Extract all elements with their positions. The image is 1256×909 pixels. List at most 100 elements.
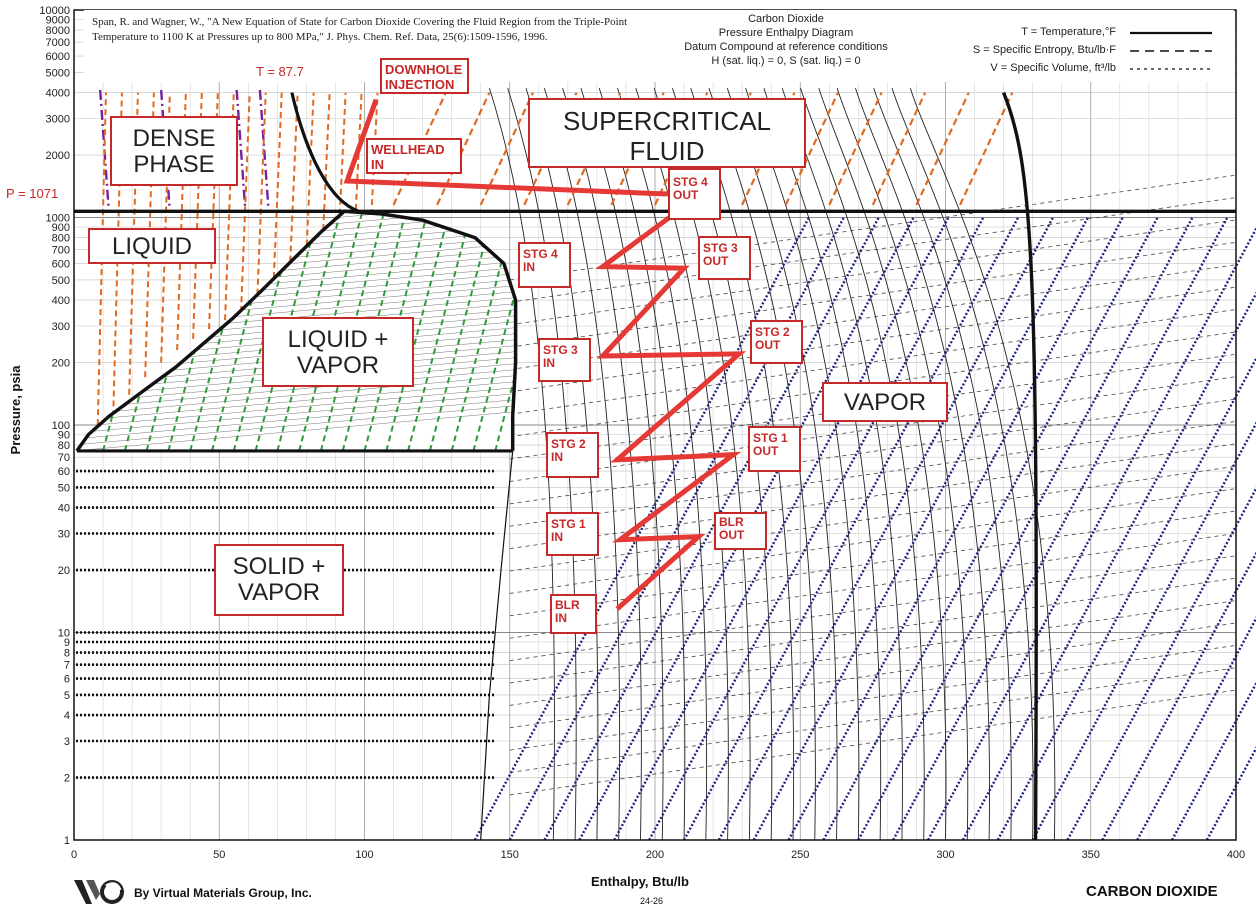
y-tick-label: 7000 [46,37,70,49]
x-tick-label: 300 [936,849,954,861]
label-line: STG 2 [551,437,586,451]
x-tick-label: 0 [71,849,77,861]
y-tick-label: 30 [58,528,70,540]
region-line: SOLID + [232,553,326,580]
region-line: DENSE [132,125,216,152]
label-line: IN [543,356,555,370]
label-line: INJECTION [385,77,455,92]
label-line: OUT [673,188,699,202]
footer-company: By Virtual Materials Group, Inc. [134,886,312,900]
x-axis-title: Enthalpy, Btu/lb [591,874,689,889]
isotherm-curve [855,88,990,841]
label-line: STG 4 [673,175,708,189]
isotherm-curve [836,88,969,841]
legend-item-entropy: S = Specific Entropy, Btu/lb·F [972,44,1116,56]
isochore-line [509,353,1237,460]
y-tick-label: 40 [58,503,70,515]
wet-hatch-line [76,392,516,434]
vmg-logo-icon [74,880,124,904]
label-line: IN [551,450,563,464]
y-tick-label: 70 [58,452,70,464]
saturation-dome-layer [75,209,518,453]
y-tick-label: 20 [58,565,70,577]
isochore-line [509,197,1237,303]
y-tick-label: 1000 [46,213,70,225]
wet-isentrope-line [494,211,516,451]
vapor-isentrope-line [996,356,1256,841]
wet-isentrope-line [450,211,516,451]
isochore-line [509,174,1237,281]
region-liquid-vapor: LIQUID + VAPOR [262,317,414,387]
label-stg3-in: STG 3 IN [538,338,591,382]
label-line: BLR [555,598,580,612]
diagram-title-line: Pressure Enthalpy Diagram [718,27,854,39]
isotherm-curve [488,88,555,841]
y-tick-label: 5000 [46,67,70,79]
vapor-isentrope-line [543,216,880,841]
x-tick-label: 200 [646,849,664,861]
y-tick-label: 400 [52,295,70,307]
isochore-line [509,219,1237,326]
super-isentrope-line [784,92,840,206]
label-line: STG 1 [551,517,586,531]
x-tick-labels: 0 50 100 150 200 250 300 350 400 [71,849,1245,861]
label-line: STG 3 [703,241,738,255]
region-dense-phase: DENSE PHASE [110,116,238,186]
wet-isentrope-line [407,211,473,451]
label-line: WELLHEAD [371,142,445,157]
label-line: OUT [755,338,781,352]
isochore-lines [509,174,1237,796]
wet-hatch-line [76,211,516,224]
isotherm-curve [800,88,925,841]
y-tick-label: 5 [64,690,70,702]
vapor-isentrope-line [1171,681,1256,841]
isochore-line [509,532,1237,639]
region-line: VAPOR [237,579,321,606]
solid-vapor-lines [76,450,514,841]
super-isentrope-line [436,92,491,206]
region-line: SUPERCRITICAL [562,106,772,136]
isochore-line [509,331,1237,438]
super-isentrope-line [871,92,927,206]
region-line: FLUID [629,136,705,166]
liquid-isentrope-line [271,92,283,298]
liquid-isentrope-line [224,92,235,321]
region-line: PHASE [133,151,215,178]
vapor-isentrope-line [961,291,1256,841]
vapor-isentrope-line [1066,486,1256,841]
region-liquid: LIQUID [88,228,216,264]
dense-isotherm-line [235,89,247,212]
y-tick-label: 6 [64,674,70,686]
x-tick-label: 100 [355,849,373,861]
vapor-isentrope-line [892,216,1229,841]
super-isentrope-line [959,92,1014,206]
sublimation-curve [480,450,514,841]
y-axis-title: Pressure, psia [8,365,23,455]
y-tick-label: 9 [64,637,70,649]
y-tick-label: 700 [52,245,70,257]
diagram-title-line: Carbon Dioxide [748,13,824,25]
y-tick-label: 10000 [39,5,70,17]
super-isentrope-line [915,92,970,206]
label-line: OUT [753,444,779,458]
y-tick-label: 80 [58,440,70,452]
isotherm-curve [909,88,1056,841]
label-line: BLR [719,515,744,529]
label-stg4-in: STG 4 IN [518,242,571,288]
critical-reference-lines [74,91,1236,841]
liquid-isentrope-line [367,92,379,266]
wet-hatch-line [76,380,516,422]
label-stg2-out: STG 2 OUT [750,320,803,364]
wet-hatch-line [76,368,516,410]
footer-code: 24-26 [640,896,664,906]
isochore-line [509,600,1237,706]
y-tick-label: 2000 [46,150,70,162]
isotherm-curve [873,88,1012,841]
label-line: STG 3 [543,343,578,357]
y-tick-label: 7 [64,660,70,672]
isochore-line [509,689,1237,796]
label-line: IN [371,157,384,172]
legend-item-volume: V = Specific Volume, ft³/lb [990,62,1116,74]
region-line: VAPOR [296,352,380,379]
